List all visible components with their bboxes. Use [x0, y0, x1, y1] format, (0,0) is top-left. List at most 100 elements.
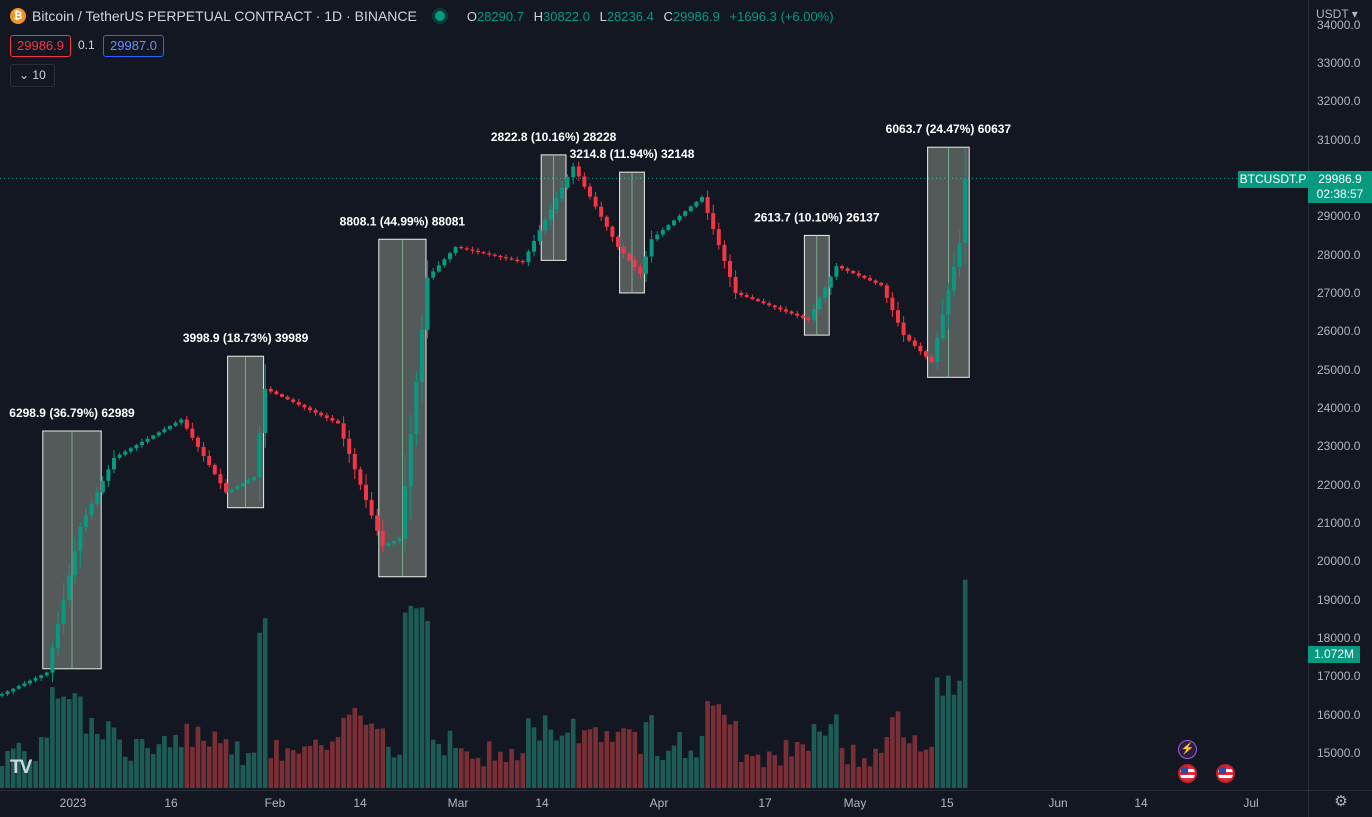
symbol-title[interactable]: Bitcoin / TetherUS PERPETUAL CONTRACT · … — [32, 8, 417, 24]
volume-bar — [335, 737, 341, 788]
candle-body — [50, 648, 55, 673]
ohlc-low-label: L — [599, 8, 607, 24]
volume-bar — [867, 766, 873, 788]
candle-body — [744, 295, 749, 298]
candle-body — [117, 454, 122, 458]
market-status-icon[interactable] — [434, 11, 445, 21]
volume-bar — [167, 747, 173, 788]
candle-body — [61, 599, 66, 625]
time-tick-label: 15 — [940, 796, 954, 810]
tradingview-logo-icon[interactable]: TV — [10, 757, 32, 778]
measure-tool[interactable]: 6063.7 (24.47%) 60637 — [886, 122, 1012, 378]
measure-tool[interactable]: 3998.9 (18.73%) 39989 — [183, 331, 309, 509]
measure-tool[interactable]: 2613.7 (10.10%) 26137 — [754, 210, 880, 336]
volume-bar — [694, 757, 699, 788]
price-tick-label: 25000.0 — [1317, 362, 1361, 377]
candle-body — [319, 412, 324, 416]
volume-bar — [626, 729, 632, 788]
price-axis[interactable]: 34000.033000.032000.031000.030000.029000… — [1308, 0, 1372, 790]
volume-bar — [447, 730, 453, 788]
volume-bar — [918, 751, 923, 788]
volume-bar — [850, 744, 856, 788]
candle-body — [610, 226, 615, 237]
currency-selector[interactable]: USDT ▾ — [1316, 7, 1358, 21]
measure-tool[interactable]: 2822.8 (10.16%) 28228 — [491, 130, 617, 261]
volume-bar — [962, 579, 968, 788]
price-tick-label: 19000.0 — [1317, 592, 1361, 607]
candle-body — [280, 394, 284, 397]
volume-bar — [156, 744, 162, 788]
us-flag-event-icon[interactable] — [1178, 764, 1197, 783]
volume-bar — [643, 722, 649, 788]
chart-pane[interactable]: 6298.9 (36.79%) 62989 3998.9 (18.73%) 399… — [0, 0, 1308, 790]
candle-body — [548, 209, 553, 220]
us-flag-event-icon[interactable] — [1216, 764, 1235, 783]
price-tick-label: 28000.0 — [1317, 247, 1361, 262]
volume-bar — [744, 754, 750, 788]
time-tick-label: Feb — [264, 796, 286, 810]
buy-button[interactable]: 29987.0 — [103, 35, 164, 57]
candle-body — [33, 677, 38, 681]
candle-body — [470, 249, 475, 251]
candle-body — [145, 438, 150, 442]
volume-bar — [453, 747, 458, 788]
volume-bar — [884, 737, 890, 788]
candle-body — [655, 234, 660, 240]
candle-body — [268, 388, 273, 392]
candlestick-chart[interactable]: 6298.9 (36.79%) 62989 3998.9 (18.73%) 399… — [0, 0, 1308, 790]
candle-body — [0, 694, 4, 696]
candle-body — [683, 211, 688, 216]
time-axis[interactable]: 2023 16 Feb 14 Mar 14 Apr 17 May 15 Jun 14 Jul — [0, 790, 1308, 817]
ohlc-high-value: 30822.0 — [542, 8, 590, 24]
volume-bar — [274, 739, 279, 788]
volume-bar — [873, 748, 878, 788]
candle-body — [935, 338, 940, 362]
candle-body — [873, 280, 878, 283]
measure-tool[interactable]: 3214.8 (11.94%) 32148 — [570, 147, 695, 294]
settings-gear-icon[interactable]: ⚙ — [1334, 793, 1348, 810]
price-tick-label: 32000.0 — [1317, 94, 1361, 109]
candle-body — [705, 197, 710, 214]
candle-body — [397, 538, 402, 541]
ohlc-close-value: 29986.9 — [672, 8, 720, 24]
candle-body — [5, 691, 10, 695]
volume-bar — [128, 760, 134, 788]
candle-body — [112, 457, 116, 470]
candle-body — [560, 187, 564, 199]
ohlc-values: O28290.7 H30822.0 L28236.4 C29986.9 +169… — [467, 9, 840, 24]
indicator-toggle-button[interactable]: ⌄ 10 — [10, 64, 55, 87]
candle-body — [504, 257, 508, 259]
time-tick-label: Mar — [447, 796, 469, 810]
candle-body — [828, 276, 833, 288]
candle-body — [358, 469, 363, 485]
volume-bar — [475, 757, 481, 788]
volume-bar — [514, 760, 520, 788]
candle-body — [565, 177, 570, 188]
candle-body — [677, 215, 682, 221]
candle-body — [912, 340, 917, 346]
measure-tool[interactable]: 6298.9 (36.79%) 62989 — [9, 406, 135, 670]
volume-bar — [901, 737, 906, 788]
volume-bar — [923, 749, 929, 788]
volume-bar — [257, 632, 262, 788]
candle-body — [823, 287, 828, 299]
volume-bar — [374, 728, 380, 788]
candle-body — [179, 419, 184, 423]
lightning-event-icon[interactable]: ⚡ — [1178, 740, 1197, 759]
candle-body — [123, 451, 128, 455]
candle-body — [817, 298, 822, 310]
measure-tool[interactable]: 8808.1 (44.99%) 88081 — [340, 214, 466, 578]
volume-bar — [313, 739, 318, 788]
price-tick-label: 33000.0 — [1317, 55, 1361, 70]
candle-body — [100, 480, 105, 493]
sell-button[interactable]: 29986.9 — [10, 35, 71, 57]
volume-bar — [783, 740, 789, 788]
volume-bar — [111, 727, 117, 788]
ohlc-open-value: 28290.7 — [476, 8, 524, 24]
volume-bar — [190, 746, 195, 788]
measure-label: 3998.9 (18.73%) 39989 — [183, 331, 309, 345]
candle-body — [336, 420, 340, 424]
candles — [0, 148, 968, 698]
candle-body — [649, 239, 654, 257]
volume-bar — [638, 753, 643, 788]
